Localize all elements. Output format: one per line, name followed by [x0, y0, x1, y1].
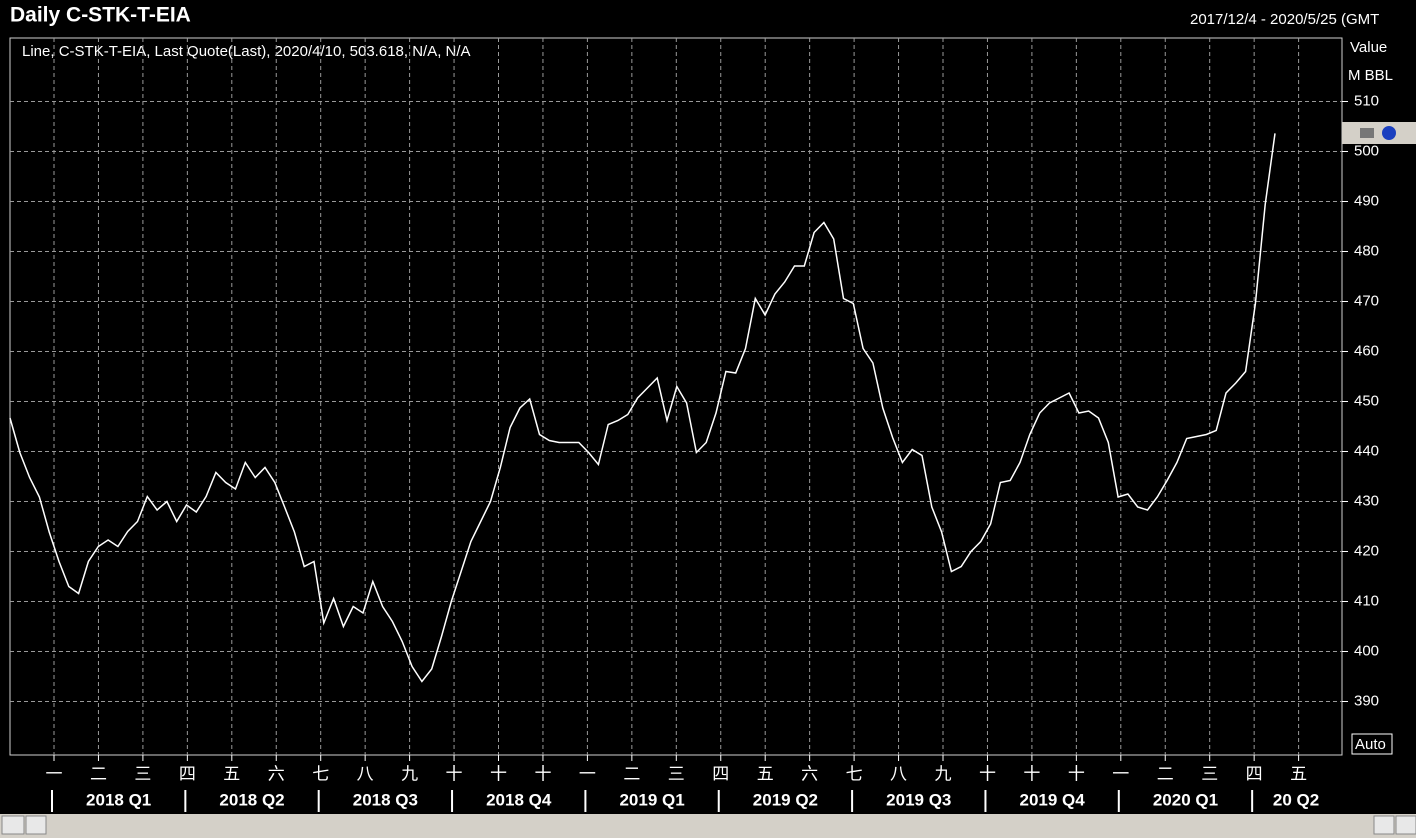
month-label: 八: [890, 764, 907, 783]
toolbar-strip: [1342, 122, 1416, 144]
quarter-label: 2019 Q3: [886, 790, 951, 809]
y-tick-label: 510: [1354, 92, 1379, 109]
month-label: 一: [579, 764, 596, 783]
auto-button-label[interactable]: Auto: [1355, 736, 1386, 753]
month-label: 三: [668, 764, 685, 783]
month-label: 五: [1290, 764, 1307, 783]
month-label: 三: [1201, 764, 1218, 783]
toolbar: [1342, 122, 1416, 144]
quarter-label: 2018 Q3: [353, 790, 418, 809]
help-icon[interactable]: [1382, 126, 1396, 140]
scroll-prev[interactable]: [25, 815, 47, 835]
y-tick-label: 450: [1354, 392, 1379, 409]
month-label: 一: [1112, 764, 1129, 783]
scroll-next[interactable]: [1373, 815, 1395, 835]
y-tick-label: 470: [1354, 292, 1379, 309]
axis-label: Value: [1350, 39, 1387, 56]
quarter-label: 2019 Q2: [753, 790, 818, 809]
y-tick-label: 400: [1354, 642, 1379, 659]
month-label: 四: [712, 764, 729, 783]
scroll-bar: [0, 814, 1416, 838]
quarter-label: 2019 Q4: [1020, 790, 1086, 809]
month-label: 十: [490, 764, 507, 783]
quarter-label: 2018 Q1: [86, 790, 151, 809]
y-tick-label: 480: [1354, 242, 1379, 259]
y-tick-label: 390: [1354, 692, 1379, 709]
month-label: 六: [268, 764, 285, 783]
data-line: [9, 133, 1276, 683]
month-label: 九: [401, 764, 418, 783]
month-label: 七: [312, 764, 329, 783]
month-label: 七: [846, 764, 863, 783]
chart-title: Daily C-STK-T-EIA: [10, 4, 191, 27]
y-tick-label: 420: [1354, 542, 1379, 559]
unit-label: M BBL: [1348, 67, 1393, 84]
month-label: 十: [979, 764, 996, 783]
month-label: 一: [46, 764, 63, 783]
y-tick-label: 430: [1354, 492, 1379, 509]
scroll-first[interactable]: [1, 815, 25, 835]
month-label: 二: [90, 764, 107, 783]
month-label: 十: [1023, 764, 1040, 783]
month-label: 三: [134, 764, 151, 783]
scroll-last[interactable]: [1395, 815, 1416, 835]
month-label: 十: [1068, 764, 1085, 783]
scroll-track: [0, 814, 1416, 838]
quarter-label: 2020 Q1: [1153, 790, 1218, 809]
legend-text: Line, C-STK-T-EIA, Last Quote(Last), 202…: [22, 43, 471, 60]
toolbar-icon[interactable]: [1360, 128, 1374, 138]
month-label: 五: [757, 764, 774, 783]
quarter-label: 2018 Q4: [486, 790, 552, 809]
month-label: 六: [801, 764, 818, 783]
month-label: 二: [1157, 764, 1174, 783]
month-label: 八: [357, 764, 374, 783]
auto-button[interactable]: [1351, 733, 1393, 755]
month-label: 四: [179, 764, 196, 783]
quarter-label: 20 Q2: [1273, 790, 1319, 809]
y-tick-label: 460: [1354, 342, 1379, 359]
month-label: 五: [223, 764, 240, 783]
month-label: 九: [935, 764, 952, 783]
quarter-label: 2018 Q2: [219, 790, 284, 809]
y-tick-label: 440: [1354, 442, 1379, 459]
month-label: 二: [623, 764, 640, 783]
quarter-label: 2019 Q1: [619, 790, 684, 809]
date-range: 2017/12/4 - 2020/5/25 (GMT: [1190, 11, 1379, 28]
y-tick-label: 410: [1354, 592, 1379, 609]
month-label: 十: [534, 764, 551, 783]
month-label: 四: [1246, 764, 1263, 783]
y-tick-label: 500: [1354, 142, 1379, 159]
y-tick-label: 490: [1354, 192, 1379, 209]
month-label: 十: [446, 764, 463, 783]
